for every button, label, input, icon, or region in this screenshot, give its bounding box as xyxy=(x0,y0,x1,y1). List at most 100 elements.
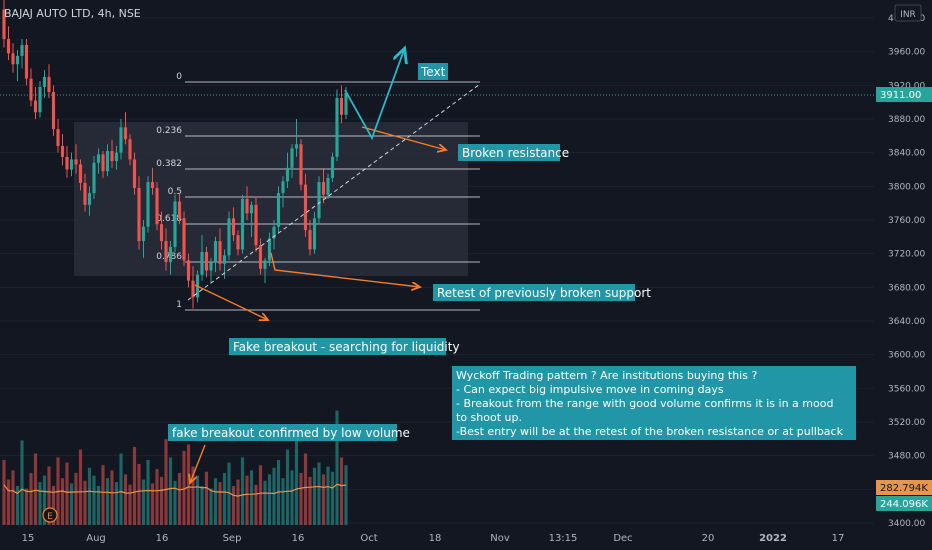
volume-bar xyxy=(60,478,65,525)
time-tick-label: 20 xyxy=(702,533,715,544)
price-tick-label: 3600.00 xyxy=(888,351,925,361)
candle-body xyxy=(308,230,312,250)
candle-body xyxy=(29,78,33,101)
candle-body xyxy=(155,188,159,225)
candle-body xyxy=(105,150,110,172)
candle-body xyxy=(159,224,164,242)
volume-bar xyxy=(29,473,33,525)
volume-bar xyxy=(312,467,317,525)
volume-bar xyxy=(24,488,29,525)
annotation-broken-resistance[interactable]: Broken resistance xyxy=(458,144,569,161)
price-tick-label: 3480.00 xyxy=(888,452,925,462)
candle-body xyxy=(110,150,114,162)
notes-line-5: -Best entry will be at the retest of the… xyxy=(456,425,844,438)
price-tick-label: 3640.00 xyxy=(888,317,925,327)
candle-body xyxy=(15,55,20,65)
candle-body xyxy=(209,262,213,271)
volume-bar xyxy=(128,484,132,525)
symbol-title[interactable]: BAJAJ AUTO LTD, 4h, NSE xyxy=(4,7,141,20)
price-tick-label: 3880.00 xyxy=(888,115,925,125)
currency-badge[interactable] xyxy=(894,4,922,22)
time-tick-label: Sep xyxy=(223,533,242,544)
candle-body xyxy=(222,255,227,264)
candlestick-series[interactable] xyxy=(2,0,348,309)
fake-breakout-arrow[interactable] xyxy=(194,284,268,320)
candle-body xyxy=(245,198,249,214)
volume-bar xyxy=(114,482,119,525)
candle-body xyxy=(60,145,65,157)
volume-bar xyxy=(2,460,6,525)
volume-bar xyxy=(137,463,141,525)
annotation-fake-breakout-label: Fake breakout - searching for liquidity xyxy=(233,340,460,354)
low-volume-arrow[interactable] xyxy=(190,444,206,483)
candle-body xyxy=(267,238,272,261)
time-tick-label: Oct xyxy=(360,533,377,544)
volume-bar xyxy=(42,475,47,525)
volume-bar xyxy=(213,478,218,525)
annotation-fake-breakout[interactable]: Fake breakout - searching for liquidity xyxy=(229,338,460,355)
price-tick-label: 3680.00 xyxy=(888,283,925,293)
annotation-broken-resistance-label: Broken resistance xyxy=(462,146,569,160)
volume-bar xyxy=(15,486,20,525)
candle-body xyxy=(2,9,6,40)
candle-body xyxy=(299,144,303,185)
broken-resistance-arrow[interactable] xyxy=(361,126,446,150)
earnings-marker[interactable]: E xyxy=(42,507,58,523)
candle-body xyxy=(200,251,204,275)
candle-body xyxy=(78,164,83,183)
volume-bar xyxy=(173,480,177,525)
projection-arrow[interactable] xyxy=(344,50,404,141)
volume-bar xyxy=(344,465,348,525)
volume-bar xyxy=(47,466,51,525)
volume-bar xyxy=(78,449,83,525)
volume-bar xyxy=(272,467,276,525)
candle-body xyxy=(263,260,267,269)
candle-body xyxy=(182,218,186,261)
volume-bar xyxy=(132,447,137,525)
candle-body xyxy=(204,251,209,271)
volume-bar xyxy=(87,467,92,525)
candle-body xyxy=(65,156,69,170)
volume-ma-line xyxy=(3,483,347,497)
candle-body xyxy=(191,280,195,298)
fib-level-label: 0 xyxy=(176,72,182,82)
notes-line-1: Wyckoff Trading pattern ? Are institutio… xyxy=(456,369,757,382)
volume-bar xyxy=(168,457,173,525)
last-price-tag xyxy=(876,87,932,102)
volume-ma-tag xyxy=(876,480,932,495)
annotation-notes[interactable]: Wyckoff Trading pattern ? Are institutio… xyxy=(452,366,856,440)
price-tick-label: 3920.00 xyxy=(888,81,925,91)
volume-bar xyxy=(182,450,186,525)
svg-text:E: E xyxy=(47,512,53,522)
retest-arrow[interactable] xyxy=(270,252,420,287)
candle-body xyxy=(272,226,276,239)
volume-bar xyxy=(92,475,96,525)
candle-body xyxy=(173,201,177,247)
candle-body xyxy=(87,193,92,205)
annotation-text[interactable]: Text xyxy=(418,63,448,80)
candle-body xyxy=(321,182,326,195)
candle-body xyxy=(51,92,56,130)
candle-body xyxy=(137,188,141,242)
volume-bar xyxy=(267,474,272,525)
volume-bar xyxy=(294,436,299,525)
volume-bar xyxy=(51,486,56,525)
volume-bar xyxy=(150,483,155,525)
time-tick-label: 17 xyxy=(832,533,845,544)
annotation-low-volume[interactable]: fake breakout confirmed by low volume xyxy=(168,424,410,441)
volume-bar xyxy=(65,462,69,525)
volume-bar xyxy=(326,466,330,525)
candle-body xyxy=(227,218,231,256)
volume-bar xyxy=(195,475,200,525)
trendline-dashed[interactable] xyxy=(187,83,481,301)
volume-bars xyxy=(2,410,348,525)
candle-body xyxy=(285,167,290,182)
annotation-retest[interactable]: Retest of previously broken support xyxy=(433,284,651,301)
time-axis[interactable]: 15 Aug 16 Sep 16 Oct 18 Nov 13:15 Dec 20 2022 17 xyxy=(22,533,845,544)
candle-body xyxy=(11,53,15,65)
volume-bar xyxy=(240,457,245,525)
candle-body xyxy=(74,159,78,165)
volume-bar xyxy=(74,473,78,525)
